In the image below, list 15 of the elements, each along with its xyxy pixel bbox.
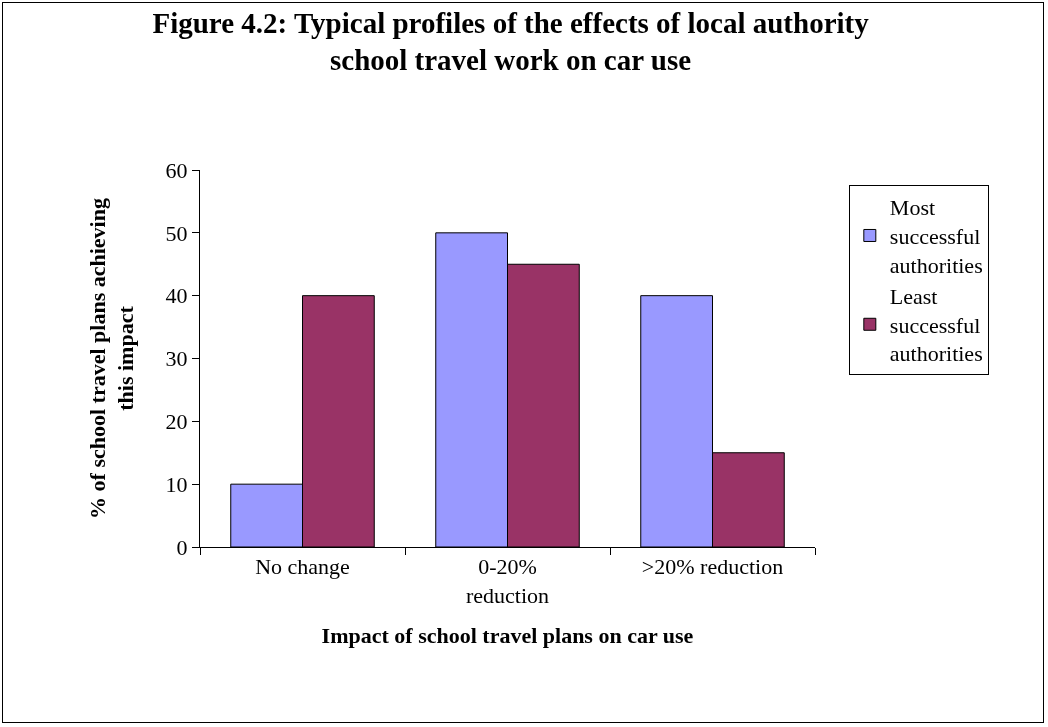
y-tick-label: 20: [165, 409, 188, 435]
x-tick-label: No change: [255, 554, 350, 580]
y-tick-label: 60: [165, 157, 188, 183]
x-axis-title: Impact of school travel plans on car use: [321, 622, 694, 648]
legend-label: Least successful authorities: [889, 284, 983, 367]
y-tick-label: 50: [165, 220, 188, 246]
legend-label: Most successful authorities: [889, 195, 983, 278]
y-tick-label: 40: [165, 283, 188, 309]
y-tick-label: 10: [165, 471, 188, 497]
x-tick-label: >20% reduction: [641, 554, 784, 580]
chart-title: Figure 4.2: Typical profiles of the effects of local authority school travel work on car use: [152, 6, 870, 77]
y-tick-label: 30: [165, 346, 188, 372]
x-tick-label: 0-20% reduction: [465, 554, 550, 608]
y-axis-title: % of school travel plans achieving this impact: [84, 198, 139, 519]
y-tick-label: 0: [176, 534, 188, 560]
